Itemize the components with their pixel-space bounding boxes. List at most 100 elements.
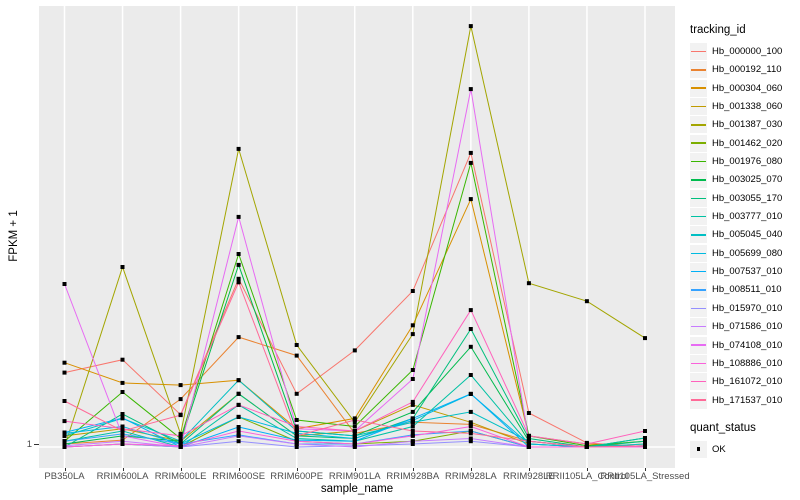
- data-point: [352, 420, 357, 425]
- data-point: [294, 426, 299, 431]
- x-tick-mark: [645, 468, 646, 471]
- data-point: [468, 436, 473, 441]
- legend-key-swatch: [690, 43, 707, 60]
- data-point: [468, 409, 473, 414]
- x-tick-label: RRIM928LE: [503, 471, 555, 482]
- data-point: [352, 439, 357, 444]
- data-point: [410, 409, 415, 414]
- data-point: [410, 433, 415, 438]
- legend-key-swatch: [690, 226, 707, 244]
- data-point: [352, 445, 357, 449]
- data-point: [62, 360, 67, 365]
- data-point: [62, 370, 67, 375]
- legend-quant-title: quant_status: [690, 421, 756, 434]
- legend-key-swatch: [690, 98, 707, 116]
- data-point: [120, 426, 125, 431]
- data-point: [468, 373, 473, 377]
- legend-item-label: Hb_171537_010: [712, 394, 783, 406]
- data-point: [643, 443, 647, 448]
- data-point: [178, 397, 183, 402]
- data-point: [410, 424, 415, 429]
- data-point: [410, 429, 415, 433]
- x-tick-label: RRII105LA_Stressed: [600, 471, 690, 482]
- data-point: [643, 429, 647, 433]
- legend-line-icon: [691, 50, 706, 53]
- data-point: [294, 391, 299, 396]
- x-tick-label: RRII105LA_Control: [545, 471, 629, 482]
- legend-item: Hb_108886_010: [690, 354, 798, 372]
- x-tick-mark: [238, 468, 240, 471]
- data-point: [410, 377, 415, 381]
- data-point: [410, 439, 415, 444]
- data-point: [62, 419, 67, 424]
- x-tick-label: RRIM928BA: [386, 471, 440, 482]
- legend-key-swatch: [690, 244, 707, 262]
- legend-key-swatch: [690, 299, 707, 317]
- legend-key-swatch: [690, 281, 707, 299]
- data-point: [236, 425, 241, 429]
- legend-item-label: Hb_003777_010: [712, 211, 783, 223]
- legend-item: Hb_001462_020: [690, 134, 798, 152]
- data-point: [236, 276, 241, 281]
- legend-item: Hb_001338_060: [690, 98, 798, 116]
- data-point: [236, 214, 241, 219]
- data-point: [584, 442, 589, 446]
- legend-item: Hb_000192_110: [690, 61, 798, 79]
- data-point: [468, 391, 473, 396]
- legend: tracking_id Hb_000000_100 Hb_000192_110 Hb…: [690, 24, 798, 459]
- legend-item: Hb_007537_010: [690, 263, 798, 281]
- legend-quant-items: OK: [690, 440, 798, 458]
- data-point: [468, 327, 473, 331]
- legend-item-label: Hb_000000_100: [712, 46, 783, 57]
- data-point: [236, 433, 241, 438]
- data-point: [410, 368, 415, 372]
- data-point: [120, 442, 125, 446]
- legend-tracking-title: tracking_id: [690, 24, 746, 36]
- legend-line-icon: [691, 197, 706, 199]
- legend-line-icon: [691, 325, 706, 328]
- x-tick-mark: [528, 468, 530, 471]
- data-point: [468, 24, 473, 29]
- data-point: [120, 357, 125, 362]
- legend-item: Hb_003055_170: [690, 189, 798, 207]
- data-point: [468, 160, 473, 165]
- data-point: [468, 439, 473, 444]
- legend-item: Hb_005699_080: [690, 244, 798, 262]
- legend-item: Hb_001387_030: [690, 116, 798, 134]
- legend-item-label: Hb_108886_010: [712, 357, 783, 369]
- legend-line-icon: [691, 252, 706, 255]
- data-point: [468, 422, 473, 427]
- legend-item-label: Hb_000192_110: [712, 64, 782, 76]
- data-point: [468, 150, 473, 155]
- legend-point-icon: [696, 447, 701, 451]
- legend-key-swatch: [690, 391, 707, 409]
- data-point: [294, 439, 299, 444]
- data-point: [526, 433, 531, 438]
- legend-line-icon: [691, 105, 706, 108]
- data-point: [643, 439, 647, 444]
- data-point: [468, 197, 473, 202]
- data-point: [468, 87, 473, 92]
- data-point: [120, 390, 125, 394]
- data-point: [410, 289, 415, 293]
- data-point: [62, 430, 67, 435]
- data-point: [62, 399, 67, 403]
- legend-item-label: Hb_000304_060: [712, 82, 783, 94]
- chart-canvas: [39, 6, 675, 468]
- data-point: [120, 433, 125, 438]
- legend-line-icon: [691, 142, 706, 144]
- data-point: [526, 281, 531, 286]
- data-point: [294, 433, 299, 438]
- x-tick-label: RRIM901LA: [328, 471, 381, 482]
- legend-item: Hb_074108_010: [690, 336, 798, 354]
- x-tick-mark: [412, 468, 414, 471]
- legend-item: Hb_008511_010: [690, 281, 798, 299]
- data-point: [294, 343, 299, 347]
- legend-item: Hb_161072_010: [690, 373, 798, 391]
- data-point: [468, 308, 473, 313]
- data-point: [352, 442, 357, 446]
- legend-key-swatch: [690, 79, 707, 97]
- data-point: [468, 424, 473, 429]
- legend-item: Hb_005045_040: [690, 226, 798, 244]
- legend-item-label: Hb_161072_010: [712, 376, 783, 388]
